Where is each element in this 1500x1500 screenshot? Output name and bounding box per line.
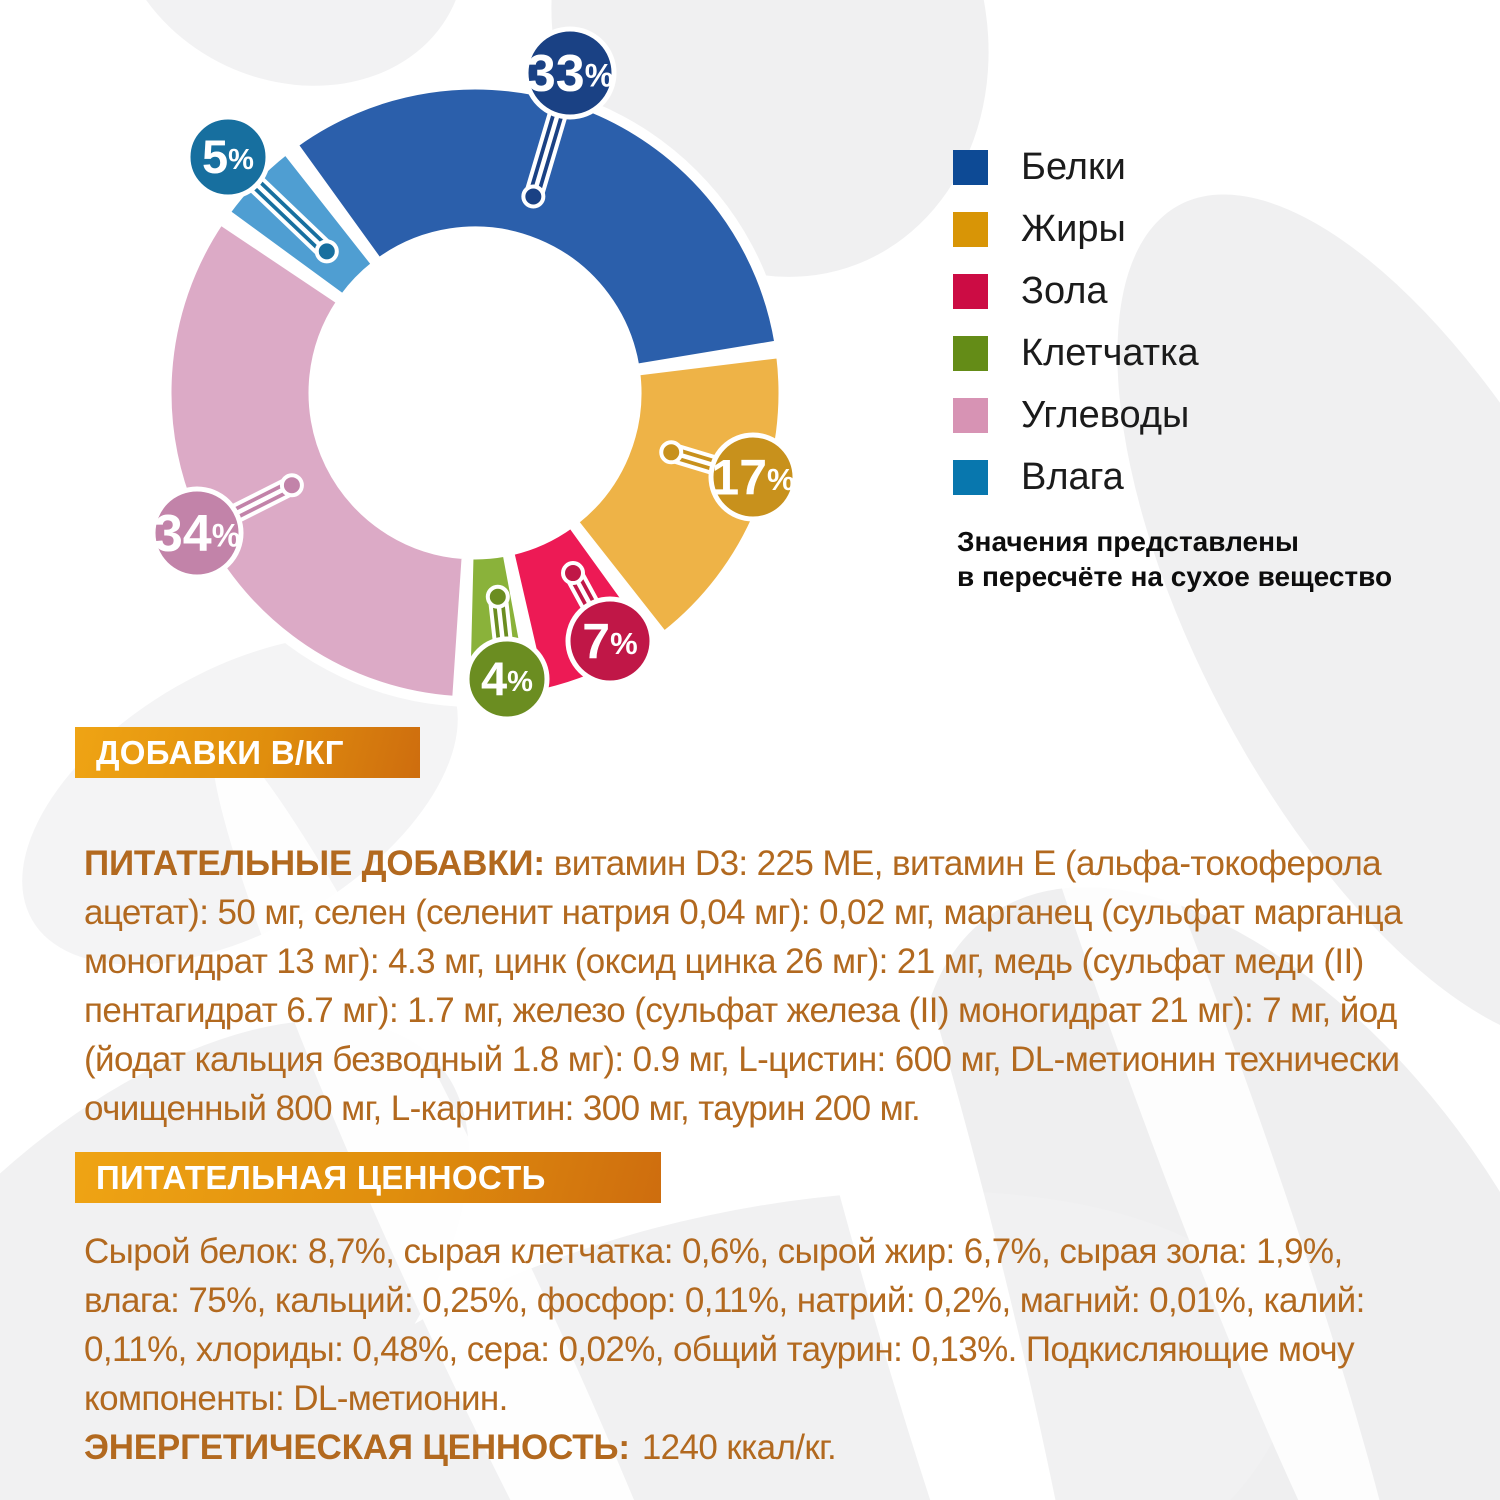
legend-item-Жиры: Жиры xyxy=(953,208,1199,250)
callout-anchor-dot xyxy=(485,584,510,609)
chart-legend: Белки Жиры Зола Клетчатка Углеводы Влага xyxy=(953,146,1199,522)
energy-label: ЭНЕРГЕТИЧЕСКАЯ ЦЕННОСТЬ: xyxy=(84,1428,630,1467)
legend-swatch-Влага xyxy=(953,460,988,495)
callout-bubble-Углеводы xyxy=(150,486,244,580)
legend-swatch-Жиры xyxy=(953,212,988,247)
section-header-additives: ДОБАВКИ В/КГ xyxy=(75,727,420,778)
legend-item-Клетчатка: Клетчатка xyxy=(953,332,1199,374)
callout-value-Зола: 7% xyxy=(582,613,637,669)
callout-value-Влага: 5% xyxy=(202,130,254,183)
donut-segment-Белки xyxy=(293,84,780,369)
chart-note: Значения представлены в пересчёте на сух… xyxy=(957,526,1393,592)
legend-label-Клетчатка: Клетчатка xyxy=(1021,332,1199,374)
section-header-additives-label: ДОБАВКИ В/КГ xyxy=(96,733,344,771)
callout-bubble-Жиры xyxy=(708,432,798,522)
callout-value-Белки: 33% xyxy=(527,45,613,103)
callout-anchor-dot xyxy=(561,561,586,586)
callout-value-Углеводы: 34% xyxy=(154,505,240,563)
legend-label-Жиры: Жиры xyxy=(1021,208,1126,250)
legend-label-Зола: Зола xyxy=(1021,270,1108,312)
donut-chart: 33% 17% 7% 4% 34% 5% xyxy=(150,26,798,722)
callout-Белки: 33% xyxy=(521,26,617,209)
callout-Углеводы: 34% xyxy=(150,473,304,580)
callout-bubble-Белки xyxy=(523,26,617,120)
callout-anchor-dot xyxy=(521,184,546,209)
energy-value: 1240 ккал/кг. xyxy=(641,1428,837,1467)
legend-label-Влага: Влага xyxy=(1021,456,1124,498)
nutrition-paragraph: Сырой белок: 8,7%, сырая клетчатка: 0,6%… xyxy=(84,1227,1444,1472)
section-header-nutrition: ПИТАТЕЛЬНАЯ ЦЕННОСТЬ xyxy=(75,1152,661,1203)
legend-swatch-Углеводы xyxy=(953,398,988,433)
legend-item-Влага: Влага xyxy=(953,456,1199,498)
legend-item-Белки: Белки xyxy=(953,146,1199,188)
nutrition-body-text: Сырой белок: 8,7%, сырая клетчатка: 0,6%… xyxy=(84,1232,1365,1418)
callout-bubble-Влага xyxy=(185,114,271,200)
callout-bubble-Клетчатка xyxy=(464,636,550,722)
additives-lead-label: ПИТАТЕЛЬНЫЕ ДОБАВКИ: xyxy=(84,844,545,883)
callout-value-Клетчатка: 4% xyxy=(481,652,533,705)
additives-body-text: витамин D3: 225 МЕ, витамин Е (альфа-ток… xyxy=(84,844,1403,1128)
callout-anchor-dot xyxy=(314,239,339,264)
callout-Зола: 7% xyxy=(561,561,655,686)
callout-Жиры: 17% xyxy=(659,432,798,522)
legend-swatch-Зола xyxy=(953,274,988,309)
legend-item-Зола: Зола xyxy=(953,270,1199,312)
callout-Клетчатка: 4% xyxy=(464,584,550,722)
legend-item-Углеводы: Углеводы xyxy=(953,394,1199,436)
legend-label-Белки: Белки xyxy=(1021,146,1126,188)
legend-swatch-Белки xyxy=(953,150,988,185)
additives-paragraph: ПИТАТЕЛЬНЫЕ ДОБАВКИ: витамин D3: 225 МЕ, … xyxy=(84,839,1444,1133)
donut-segment-Углеводы xyxy=(166,220,467,701)
callout-anchor-dot xyxy=(279,473,304,498)
section-header-nutrition-label: ПИТАТЕЛЬНАЯ ЦЕННОСТЬ xyxy=(96,1158,546,1196)
legend-label-Углеводы: Углеводы xyxy=(1021,394,1190,436)
callout-Влага: 5% xyxy=(185,114,339,264)
callout-value-Жиры: 17% xyxy=(711,449,794,505)
legend-swatch-Клетчатка xyxy=(953,336,988,371)
callout-anchor-dot xyxy=(659,440,684,465)
callout-bubble-Зола xyxy=(565,596,655,686)
energy-value-line: ЭНЕРГЕТИЧЕСКАЯ ЦЕННОСТЬ: 1240 ккал/кг. xyxy=(84,1423,1444,1472)
